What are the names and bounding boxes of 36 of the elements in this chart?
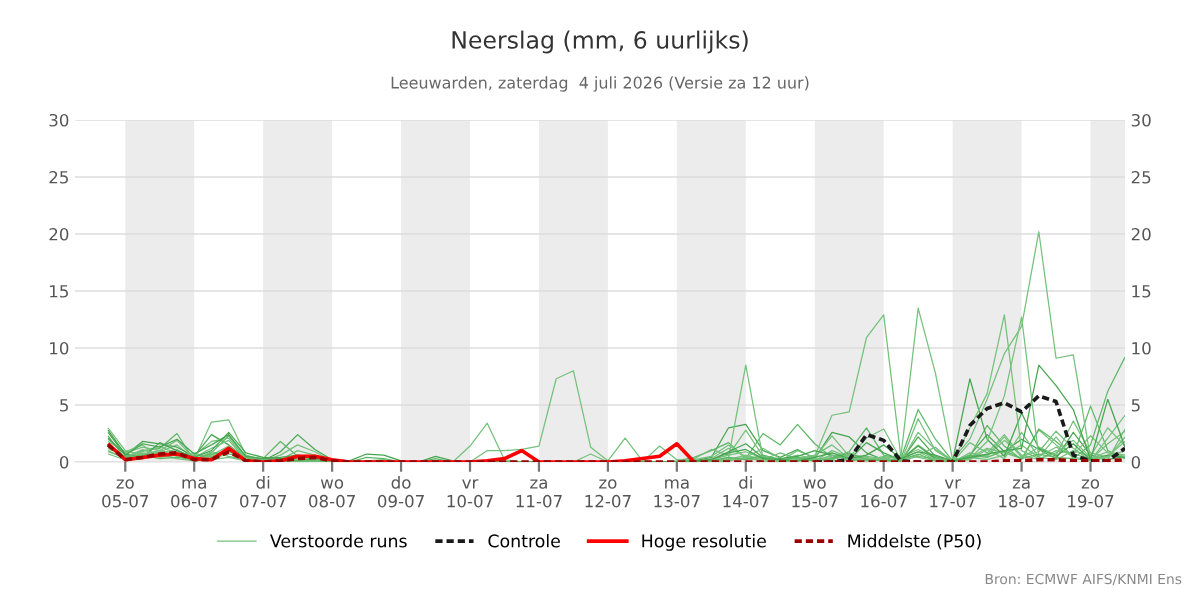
x-tick-label: do 09-07 — [377, 475, 424, 508]
y-tick-label: 0 — [59, 455, 69, 469]
legend-label: Middelste (P50) — [848, 534, 981, 550]
x-tick-label: zo 19-07 — [1068, 479, 1114, 508]
x-tick-label: ma 06-07 — [171, 479, 218, 508]
y2-tick-label: 20 — [1131, 227, 1151, 241]
chart-title: Neerslag (mm, 6 uurlijks) — [452, 30, 748, 54]
legend-label: Controle — [488, 534, 560, 548]
y2-tick-label: 0 — [1131, 455, 1141, 469]
x-tick-label: do 16-07 — [861, 475, 907, 508]
x-tick-label: wo 08-07 — [309, 479, 355, 508]
legend-label: Verstoorde runs — [270, 534, 407, 548]
x-tick-label: di 14-07 — [723, 475, 769, 508]
x-tick-label: za 18-07 — [999, 479, 1045, 508]
x-tick-label: za 11-07 — [516, 479, 562, 508]
x-tick-label: di 07-07 — [240, 475, 286, 508]
x-tick-label: wo 15-07 — [792, 479, 838, 508]
legend-label: Hoge resolutie — [642, 534, 766, 551]
y2-tick-label: 30 — [1131, 113, 1151, 127]
x-tick-label: zo 05-07 — [102, 479, 149, 508]
y2-tick-label: 10 — [1132, 341, 1151, 355]
y2-tick-label: 25 — [1131, 170, 1151, 184]
y-tick-label: 15 — [50, 285, 68, 298]
x-tick-label: vr 10-07 — [447, 479, 493, 508]
y2-tick-label: 5 — [1131, 399, 1140, 412]
y2-tick-label: 15 — [1132, 285, 1151, 298]
y-tick-label: 20 — [49, 227, 69, 241]
y-tick-label: 10 — [50, 341, 69, 355]
x-tick-label: vr 17-07 — [930, 479, 976, 508]
x-tick-label: ma 13-07 — [654, 479, 700, 508]
y-tick-label: 30 — [49, 113, 69, 127]
y-tick-label: 5 — [60, 399, 68, 412]
x-tick-label: zo 12-07 — [585, 479, 631, 508]
text: Bron: ECMWF AIFS/KNMI Ens — [985, 573, 1182, 586]
chart-subtitle: Leeuwarden, zaterdag 4 juli 2026 (Versie za 12 uur) — [391, 76, 809, 92]
y-tick-label: 25 — [49, 170, 68, 184]
